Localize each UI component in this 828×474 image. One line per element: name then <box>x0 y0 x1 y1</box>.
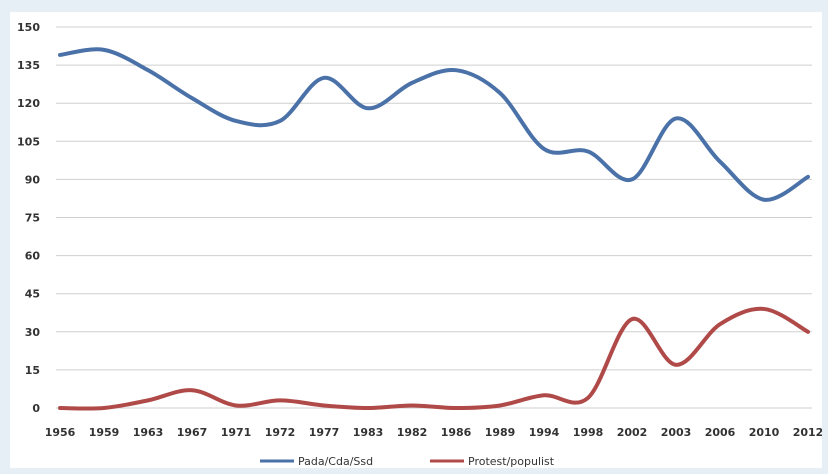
x-tick-label: 1982 <box>397 426 428 439</box>
x-tick-label: 1967 <box>177 426 208 439</box>
series-lines <box>58 47 810 411</box>
y-tick-label: 0 <box>32 402 40 415</box>
gridlines <box>56 26 812 409</box>
series-line-2 <box>58 306 810 411</box>
y-tick-label: 15 <box>25 364 40 377</box>
x-tick-label: 1956 <box>45 426 76 439</box>
x-tick-label: 1963 <box>133 426 164 439</box>
x-tick-label: 2003 <box>661 426 692 439</box>
y-tick-label: 75 <box>25 212 40 225</box>
chart-card: 0 15 30 45 60 75 90 105 120 135 150 1956 1959 1963 19… <box>10 12 822 468</box>
x-tick-label: 1994 <box>529 426 560 439</box>
x-tick-label: 1986 <box>441 426 472 439</box>
x-axis: 1956 1959 1963 1967 1971 1972 1977 1983 1982 1986… <box>45 426 822 439</box>
y-tick-label: 135 <box>17 59 40 72</box>
x-tick-label: 1977 <box>309 426 340 439</box>
x-tick-label: 1989 <box>485 426 516 439</box>
x-tick-label: 1971 <box>221 426 252 439</box>
y-tick-label: 120 <box>17 97 40 110</box>
x-tick-label: 2010 <box>749 426 780 439</box>
y-tick-label: 105 <box>17 135 40 148</box>
x-tick-label: 1998 <box>573 426 604 439</box>
y-tick-label: 150 <box>17 21 40 34</box>
x-tick-label: 2012 <box>793 426 822 439</box>
y-axis: 0 15 30 45 60 75 90 105 120 135 150 <box>17 21 40 415</box>
y-tick-label: 45 <box>25 288 40 301</box>
y-tick-label: 90 <box>25 173 41 186</box>
legend: Pada/Cda/Ssd Protest/populist <box>260 455 555 468</box>
series-line-1 <box>58 47 810 202</box>
x-tick-label: 2002 <box>617 426 648 439</box>
x-tick-label: 1983 <box>353 426 384 439</box>
x-tick-label: 1959 <box>89 426 120 439</box>
legend-label: Pada/Cda/Ssd <box>298 455 373 468</box>
y-tick-label: 30 <box>25 326 41 339</box>
legend-label: Protest/populist <box>468 455 555 468</box>
y-tick-label: 60 <box>25 250 41 263</box>
x-tick-label: 2006 <box>705 426 736 439</box>
x-tick-label: 1972 <box>265 426 296 439</box>
